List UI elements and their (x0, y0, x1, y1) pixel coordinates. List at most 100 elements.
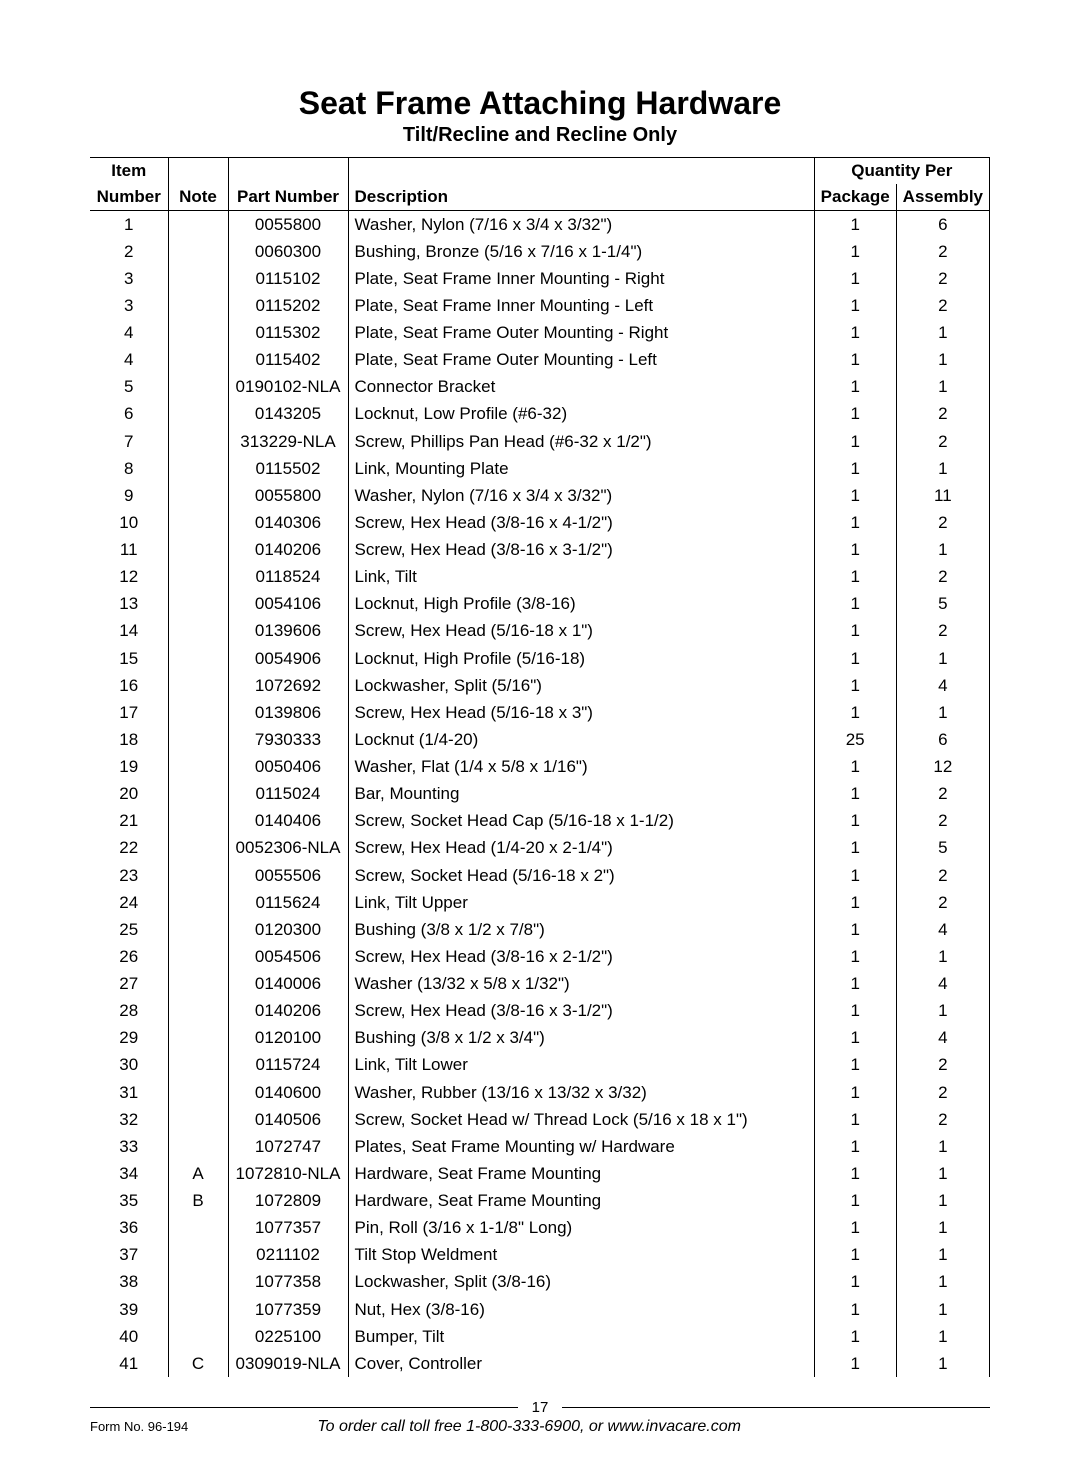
table-cell: 2 (896, 509, 989, 536)
table-row: 120118524Link, Tilt12 (90, 564, 990, 591)
table-cell: Locknut, High Profile (5/16-18) (348, 645, 814, 672)
table-cell: Locknut (1/4-20) (348, 726, 814, 753)
table-cell: 0140306 (228, 509, 348, 536)
table-cell: 1 (814, 618, 896, 645)
table-cell: Screw, Hex Head (5/16-18 x 1") (348, 618, 814, 645)
table-cell: 0060300 (228, 238, 348, 265)
table-cell: 4 (896, 916, 989, 943)
table-cell: 1 (896, 537, 989, 564)
table-cell: 18 (90, 726, 168, 753)
table-cell: 11 (896, 482, 989, 509)
table-cell: 2 (896, 808, 989, 835)
table-row: 30115102Plate, Seat Frame Inner Mounting… (90, 265, 990, 292)
table-cell: 27 (90, 971, 168, 998)
table-row: 161072692Lockwasher, Split (5/16")14 (90, 672, 990, 699)
table-cell: Link, Tilt Upper (348, 889, 814, 916)
page-title: Seat Frame Attaching Hardware (90, 85, 990, 122)
table-row: 34A1072810-NLAHardware, Seat Frame Mount… (90, 1160, 990, 1187)
table-cell: 2 (896, 401, 989, 428)
table-row: 310140600Washer, Rubber (13/16 x 13/32 x… (90, 1079, 990, 1106)
table-cell: 1 (814, 781, 896, 808)
table-cell: Locknut, Low Profile (#6-32) (348, 401, 814, 428)
table-cell: 1 (814, 509, 896, 536)
table-cell: 0055506 (228, 862, 348, 889)
table-row: 187930333Locknut (1/4-20)256 (90, 726, 990, 753)
table-cell: 29 (90, 1025, 168, 1052)
table-cell (168, 699, 228, 726)
table-cell: 4 (896, 1025, 989, 1052)
header-quantity-per: Quantity Per (814, 158, 989, 185)
table-cell: 1 (90, 211, 168, 239)
table-cell: 1 (896, 1242, 989, 1269)
table-row: 41C0309019-NLACover, Controller11 (90, 1350, 990, 1377)
table-cell: 1 (896, 374, 989, 401)
table-row: 320140506Screw, Socket Head w/ Thread Lo… (90, 1106, 990, 1133)
table-cell: 20 (90, 781, 168, 808)
table-cell: 1 (814, 265, 896, 292)
table-cell: 1 (814, 971, 896, 998)
table-cell: 1077359 (228, 1296, 348, 1323)
table-row: 35B1072809Hardware, Seat Frame Mounting1… (90, 1188, 990, 1215)
table-cell: 4 (90, 347, 168, 374)
table-cell: Bumper, Tilt (348, 1323, 814, 1350)
table-cell: 22 (90, 835, 168, 862)
table-cell (168, 238, 228, 265)
table-cell (168, 1106, 228, 1133)
table-cell: 1 (814, 1188, 896, 1215)
header-assembly: Assembly (896, 184, 989, 211)
table-cell: 0140506 (228, 1106, 348, 1133)
table-cell (168, 374, 228, 401)
table-cell: Screw, Hex Head (3/8-16 x 3-1/2") (348, 537, 814, 564)
table-cell: 1 (814, 1323, 896, 1350)
table-cell: 2 (90, 238, 168, 265)
table-cell: Tilt Stop Weldment (348, 1242, 814, 1269)
table-cell: 25 (814, 726, 896, 753)
table-row: 110140206Screw, Hex Head (3/8-16 x 3-1/2… (90, 537, 990, 564)
table-cell: 36 (90, 1215, 168, 1242)
table-row: 370211102Tilt Stop Weldment11 (90, 1242, 990, 1269)
table-cell: 0120300 (228, 916, 348, 943)
table-cell: 0115302 (228, 320, 348, 347)
table-cell: A (168, 1160, 228, 1187)
table-cell: 2 (896, 238, 989, 265)
table-cell: 2 (896, 889, 989, 916)
table-cell: 40 (90, 1323, 168, 1350)
table-cell: 1 (814, 645, 896, 672)
table-cell (168, 1215, 228, 1242)
table-cell: 1 (814, 889, 896, 916)
table-cell: Plates, Seat Frame Mounting w/ Hardware (348, 1133, 814, 1160)
table-cell: 1 (896, 1160, 989, 1187)
table-cell: 3 (90, 265, 168, 292)
table-cell (168, 1323, 228, 1350)
table-cell: 1077358 (228, 1269, 348, 1296)
table-cell: 12 (90, 564, 168, 591)
table-row: 260054506Screw, Hex Head (3/8-16 x 2-1/2… (90, 943, 990, 970)
table-cell: 1 (896, 347, 989, 374)
table-cell: 0115502 (228, 455, 348, 482)
table-row: 220052306-NLAScrew, Hex Head (1/4-20 x 2… (90, 835, 990, 862)
parts-table: Item Quantity Per Number Note Part Numbe… (90, 157, 990, 1377)
table-cell: 1 (814, 754, 896, 781)
header-item-number: Number (90, 184, 168, 211)
table-cell (168, 428, 228, 455)
table-cell: 24 (90, 889, 168, 916)
table-cell (168, 1242, 228, 1269)
table-cell (168, 1079, 228, 1106)
table-cell: Bushing, Bronze (5/16 x 7/16 x 1-1/4") (348, 238, 814, 265)
table-row: 210140406Screw, Socket Head Cap (5/16-18… (90, 808, 990, 835)
table-cell (168, 835, 228, 862)
table-cell (168, 672, 228, 699)
table-cell: 1072810-NLA (228, 1160, 348, 1187)
table-cell: 0120100 (228, 1025, 348, 1052)
table-cell: 0115624 (228, 889, 348, 916)
table-cell: 1072692 (228, 672, 348, 699)
table-cell (168, 1025, 228, 1052)
header-empty-desc-top (348, 158, 814, 185)
table-cell: Screw, Phillips Pan Head (#6-32 x 1/2") (348, 428, 814, 455)
header-description: Description (348, 184, 814, 211)
table-cell: Connector Bracket (348, 374, 814, 401)
table-cell (168, 1296, 228, 1323)
table-row: 190050406Washer, Flat (1/4 x 5/8 x 1/16"… (90, 754, 990, 781)
table-cell: Plate, Seat Frame Inner Mounting - Right (348, 265, 814, 292)
header-note: Note (168, 184, 228, 211)
